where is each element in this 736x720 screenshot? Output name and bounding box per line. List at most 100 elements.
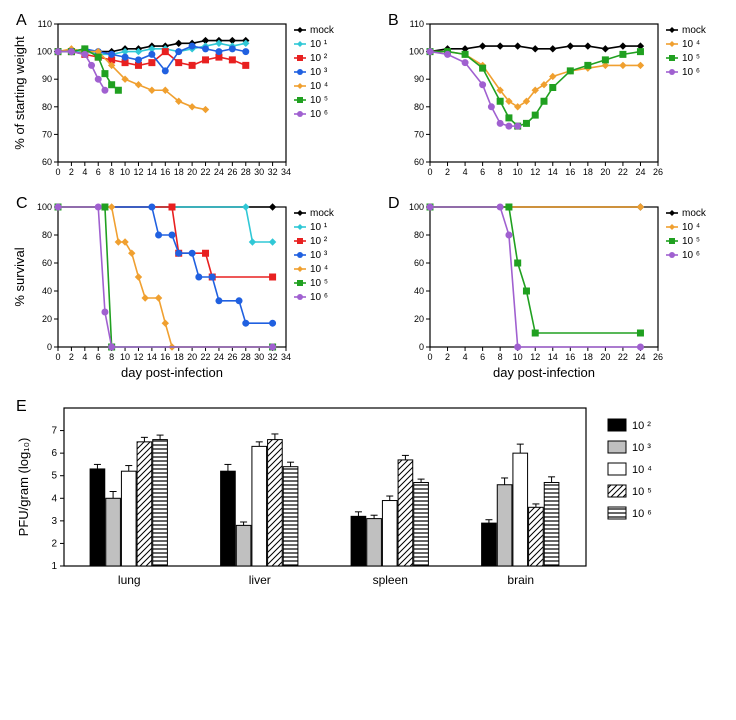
svg-text:10 ⁵: 10 ⁵ bbox=[310, 278, 328, 289]
svg-text:4: 4 bbox=[82, 167, 87, 177]
panel-B-chart: 0246810121416182022242660708090100110moc… bbox=[382, 10, 736, 180]
svg-text:10 ⁴: 10 ⁴ bbox=[682, 39, 700, 50]
svg-text:18: 18 bbox=[174, 167, 184, 177]
svg-text:16: 16 bbox=[160, 352, 170, 362]
svg-text:lung: lung bbox=[118, 573, 141, 587]
svg-text:2: 2 bbox=[445, 167, 450, 177]
svg-text:10 ⁶: 10 ⁶ bbox=[682, 67, 700, 78]
svg-text:60: 60 bbox=[42, 157, 52, 167]
svg-text:24: 24 bbox=[635, 167, 645, 177]
panel-B: B 0246810121416182022242660708090100110m… bbox=[382, 10, 736, 185]
svg-text:day post-infection: day post-infection bbox=[121, 365, 223, 380]
svg-text:26: 26 bbox=[653, 352, 663, 362]
svg-text:10: 10 bbox=[513, 352, 523, 362]
svg-text:14: 14 bbox=[548, 352, 558, 362]
svg-text:0: 0 bbox=[55, 352, 60, 362]
svg-text:28: 28 bbox=[241, 167, 251, 177]
svg-text:20: 20 bbox=[187, 352, 197, 362]
svg-text:10 ⁴: 10 ⁴ bbox=[310, 81, 328, 92]
svg-text:24: 24 bbox=[635, 352, 645, 362]
svg-text:10 ²: 10 ² bbox=[632, 420, 651, 432]
svg-text:4: 4 bbox=[463, 167, 468, 177]
svg-text:28: 28 bbox=[241, 352, 251, 362]
svg-text:14: 14 bbox=[548, 167, 558, 177]
panel-C: C 02468101214161820222426283032340204060… bbox=[10, 193, 374, 388]
svg-text:26: 26 bbox=[227, 167, 237, 177]
svg-text:80: 80 bbox=[414, 102, 424, 112]
svg-text:8: 8 bbox=[498, 352, 503, 362]
svg-text:5: 5 bbox=[51, 471, 57, 482]
panel-C-label: C bbox=[16, 195, 28, 213]
svg-text:22: 22 bbox=[618, 167, 628, 177]
svg-text:24: 24 bbox=[214, 352, 224, 362]
svg-text:8: 8 bbox=[109, 352, 114, 362]
svg-text:PFU/gram (log₁₀): PFU/gram (log₁₀) bbox=[16, 438, 31, 537]
svg-text:10 ¹: 10 ¹ bbox=[310, 39, 328, 50]
svg-text:12: 12 bbox=[530, 167, 540, 177]
panel-A: A 02468101214161820222426283032346070809… bbox=[10, 10, 374, 185]
svg-text:90: 90 bbox=[42, 74, 52, 84]
svg-text:10 ²: 10 ² bbox=[310, 53, 328, 64]
svg-text:10: 10 bbox=[513, 167, 523, 177]
svg-text:14: 14 bbox=[147, 167, 157, 177]
svg-text:8: 8 bbox=[109, 167, 114, 177]
figure-grid: A 02468101214161820222426283032346070809… bbox=[10, 10, 736, 601]
svg-text:32: 32 bbox=[268, 167, 278, 177]
panel-E-label: E bbox=[16, 398, 27, 416]
svg-text:20: 20 bbox=[600, 167, 610, 177]
svg-text:30: 30 bbox=[254, 167, 264, 177]
svg-text:80: 80 bbox=[42, 230, 52, 240]
svg-text:2: 2 bbox=[69, 352, 74, 362]
svg-text:day post-infection: day post-infection bbox=[493, 365, 595, 380]
svg-text:24: 24 bbox=[214, 167, 224, 177]
svg-text:14: 14 bbox=[147, 352, 157, 362]
svg-text:22: 22 bbox=[201, 167, 211, 177]
svg-text:34: 34 bbox=[281, 167, 291, 177]
svg-text:10 ⁴: 10 ⁴ bbox=[310, 264, 328, 275]
svg-text:30: 30 bbox=[254, 352, 264, 362]
svg-text:7: 7 bbox=[51, 426, 57, 437]
svg-text:20: 20 bbox=[414, 314, 424, 324]
svg-text:26: 26 bbox=[653, 167, 663, 177]
svg-text:60: 60 bbox=[414, 258, 424, 268]
svg-text:34: 34 bbox=[281, 352, 291, 362]
svg-text:20: 20 bbox=[42, 314, 52, 324]
panel-A-label: A bbox=[16, 12, 27, 30]
svg-text:10 ⁶: 10 ⁶ bbox=[682, 250, 700, 261]
svg-text:26: 26 bbox=[227, 352, 237, 362]
panel-E: E 1234567PFU/gram (log₁₀)lungliverspleen… bbox=[10, 396, 736, 601]
panel-E-chart: 1234567PFU/gram (log₁₀)lungliverspleenbr… bbox=[10, 396, 726, 596]
svg-text:0: 0 bbox=[419, 342, 424, 352]
svg-text:90: 90 bbox=[414, 74, 424, 84]
svg-text:100: 100 bbox=[409, 47, 424, 57]
panel-A-chart: 0246810121416182022242628303234607080901… bbox=[10, 10, 368, 180]
svg-text:16: 16 bbox=[160, 167, 170, 177]
svg-text:32: 32 bbox=[268, 352, 278, 362]
svg-text:60: 60 bbox=[414, 157, 424, 167]
svg-text:22: 22 bbox=[201, 352, 211, 362]
svg-text:10 ⁶: 10 ⁶ bbox=[310, 109, 328, 120]
svg-text:10 ⁵: 10 ⁵ bbox=[682, 236, 700, 247]
svg-text:0: 0 bbox=[427, 167, 432, 177]
svg-text:10 ⁶: 10 ⁶ bbox=[310, 292, 328, 303]
svg-text:2: 2 bbox=[445, 352, 450, 362]
svg-text:12: 12 bbox=[133, 352, 143, 362]
svg-text:18: 18 bbox=[174, 352, 184, 362]
svg-text:12: 12 bbox=[530, 352, 540, 362]
svg-text:20: 20 bbox=[600, 352, 610, 362]
svg-text:100: 100 bbox=[37, 47, 52, 57]
panel-D: D 02468101214161820222426020406080100day… bbox=[382, 193, 736, 388]
svg-text:10 ⁶: 10 ⁶ bbox=[632, 508, 652, 520]
svg-text:10 ⁵: 10 ⁵ bbox=[682, 53, 700, 64]
panel-C-chart: 0246810121416182022242628303234020406080… bbox=[10, 193, 368, 383]
svg-text:110: 110 bbox=[38, 19, 52, 29]
svg-text:70: 70 bbox=[42, 129, 52, 139]
svg-text:10 ³: 10 ³ bbox=[310, 250, 328, 261]
svg-text:16: 16 bbox=[565, 352, 575, 362]
svg-text:0: 0 bbox=[47, 342, 52, 352]
svg-text:10 ⁵: 10 ⁵ bbox=[632, 486, 652, 498]
svg-text:10 ⁵: 10 ⁵ bbox=[310, 95, 328, 106]
svg-text:10 ³: 10 ³ bbox=[310, 67, 328, 78]
svg-text:10: 10 bbox=[120, 352, 130, 362]
svg-text:4: 4 bbox=[82, 352, 87, 362]
